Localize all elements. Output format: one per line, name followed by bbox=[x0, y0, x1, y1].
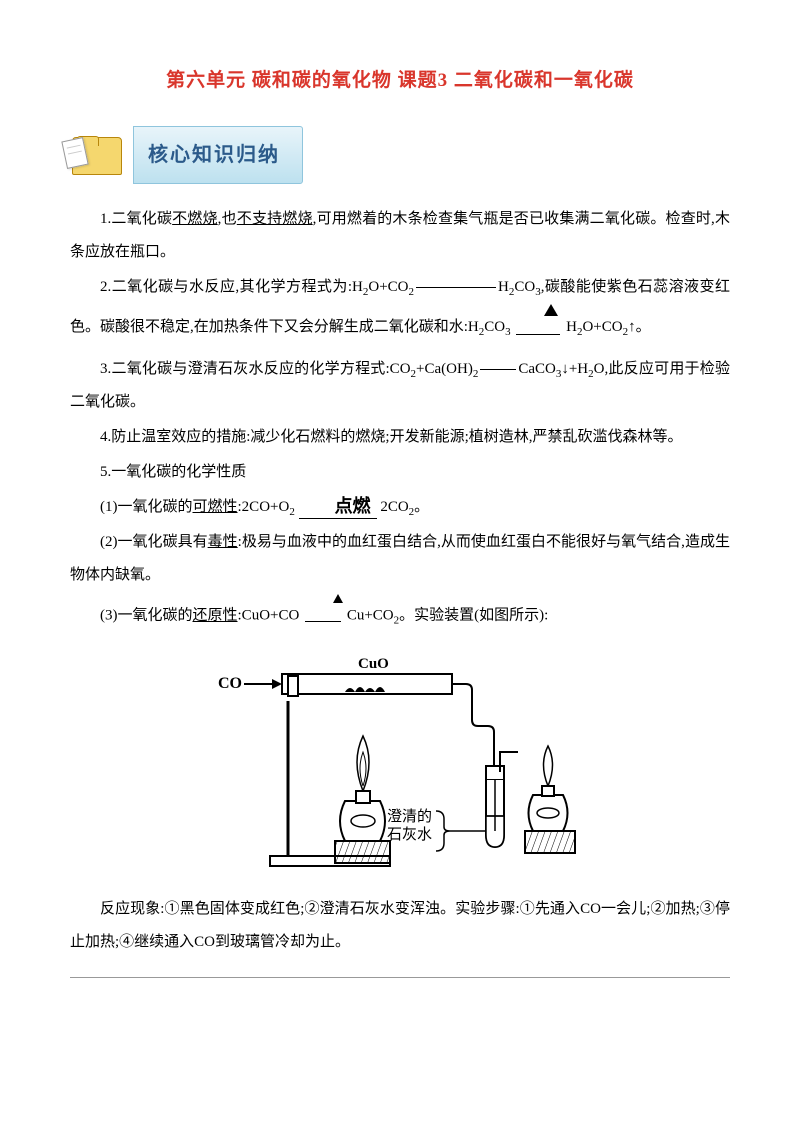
label-limewater-2: 石灰水 bbox=[387, 826, 432, 843]
underline-text: 不支持燃烧 bbox=[237, 211, 313, 227]
text: (1)一氧化碳的 bbox=[100, 499, 193, 515]
text: 。 bbox=[414, 499, 429, 515]
text: ↑。 bbox=[628, 319, 651, 335]
label-co: CO bbox=[218, 675, 242, 692]
text: ↓+H bbox=[561, 361, 588, 377]
text: ,也 bbox=[218, 211, 237, 227]
text: (3)一氧化碳的 bbox=[100, 608, 193, 624]
text: 2CO bbox=[380, 499, 408, 515]
paragraph-3: 3.二氧化碳与澄清石灰水反应的化学方程式:CO2+Ca(OH)2CaCO3↓+H… bbox=[70, 353, 730, 419]
text: :CuO+CO bbox=[238, 608, 300, 624]
paragraph-5-2: (2)一氧化碳具有毒性:极易与血液中的血红蛋白结合,从而使血红蛋白不能很好与氧气… bbox=[70, 526, 730, 592]
paragraph-5-1: (1)一氧化碳的可燃性:2CO+O2 点燃 2CO2。 bbox=[70, 491, 730, 524]
text: H bbox=[498, 279, 509, 295]
text: 。实验装置(如图所示): bbox=[399, 608, 548, 624]
label-limewater-1: 澄清的 bbox=[387, 808, 432, 825]
page-title: 第六单元 碳和碳的氧化物 课题3 二氧化碳和一氧化碳 bbox=[70, 60, 730, 102]
paragraph-4: 4.防止温室效应的措施:减少化石燃料的燃烧;开发新能源;植树造林,严禁乱砍滥伐森… bbox=[70, 421, 730, 454]
heat-condition bbox=[514, 304, 562, 351]
ignite-condition: 点燃 bbox=[299, 497, 377, 519]
text: O+CO bbox=[582, 319, 622, 335]
label-cuo: CuO bbox=[358, 656, 389, 672]
text: O+CO bbox=[368, 279, 408, 295]
text: :2CO+O bbox=[238, 499, 290, 515]
equation-line bbox=[416, 287, 496, 288]
experiment-diagram: CO CuO 澄清的 石灰水 bbox=[70, 646, 730, 889]
heat-condition bbox=[303, 594, 343, 638]
underline-text: 可燃性 bbox=[193, 499, 238, 515]
paragraph-5-3: (3)一氧化碳的还原性:CuO+CO Cu+CO2。实验装置(如图所示): bbox=[70, 594, 730, 638]
paragraph-2: 2.二氧化碳与水反应,其化学方程式为:H2O+CO2H2CO3,碳酸能使紫色石蕊… bbox=[70, 271, 730, 351]
text: CO bbox=[484, 319, 505, 335]
text: (2)一氧化碳具有 bbox=[100, 534, 208, 550]
text: CaCO bbox=[518, 361, 556, 377]
text: CO bbox=[514, 279, 535, 295]
text: 3.二氧化碳与澄清石灰水反应的化学方程式:CO bbox=[100, 361, 411, 377]
tail-paragraph: 反应现象:①黑色固体变成红色;②澄清石灰水变浑浊。实验步骤:①先通入CO一会儿;… bbox=[70, 893, 730, 959]
equation-line bbox=[480, 369, 516, 370]
text: H bbox=[566, 319, 577, 335]
text: 2.二氧化碳与水反应,其化学方程式为:H bbox=[100, 279, 363, 295]
divider bbox=[70, 977, 730, 978]
text: +Ca(OH) bbox=[416, 361, 473, 377]
paragraph-5: 5.一氧化碳的化学性质 bbox=[70, 456, 730, 489]
banner-label: 核心知识归纳 bbox=[133, 126, 303, 184]
text: Cu+CO bbox=[347, 608, 394, 624]
underline-text: 还原性 bbox=[193, 608, 238, 624]
underline-text: 毒性 bbox=[208, 534, 238, 550]
paragraph-1: 1.二氧化碳不燃烧,也不支持燃烧,可用燃着的木条检查集气瓶是否已收集满二氧化碳。… bbox=[70, 203, 730, 269]
folder-icon bbox=[70, 131, 125, 179]
text: 1.二氧化碳 bbox=[100, 211, 172, 227]
underline-text: 不燃烧 bbox=[172, 211, 218, 227]
section-banner: 核心知识归纳 bbox=[70, 127, 730, 183]
